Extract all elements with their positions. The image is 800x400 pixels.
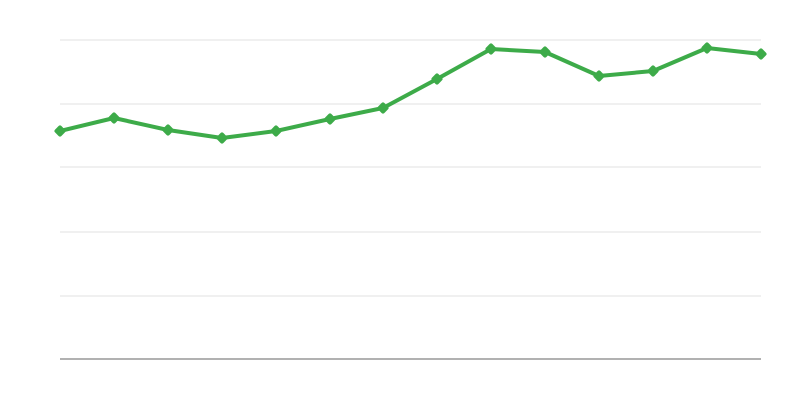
data-point-marker[interactable] <box>324 113 337 126</box>
data-point-marker[interactable] <box>647 65 660 78</box>
data-point-marker[interactable] <box>270 125 283 138</box>
data-point-marker[interactable] <box>54 125 67 138</box>
data-point-marker[interactable] <box>539 46 552 59</box>
series-line <box>58 46 763 140</box>
data-point-marker[interactable] <box>755 48 768 61</box>
data-point-marker[interactable] <box>485 43 498 56</box>
data-point-marker[interactable] <box>431 73 444 86</box>
data-point-marker[interactable] <box>701 42 714 55</box>
data-point-marker[interactable] <box>593 70 606 83</box>
data-point-marker[interactable] <box>216 132 229 145</box>
data-point-marker[interactable] <box>162 124 175 137</box>
data-point-marker[interactable] <box>108 112 121 125</box>
data-point-marker[interactable] <box>377 102 390 115</box>
